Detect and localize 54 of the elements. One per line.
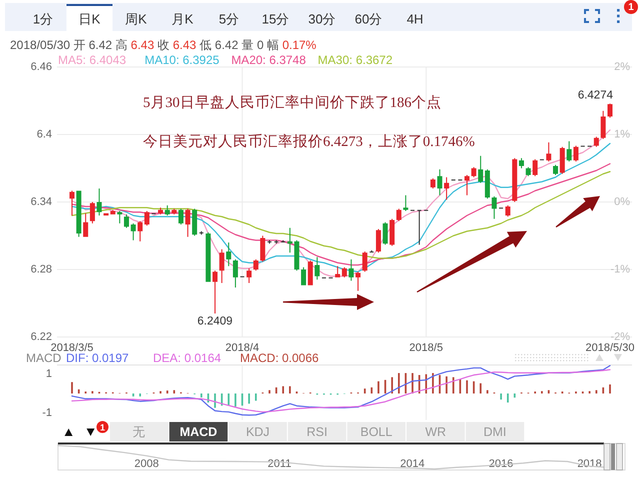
- y-tick-label: 6.22: [30, 331, 52, 343]
- chart-title: 2018/05/30 开 6.42 高 6.43 收 6.43 低 6.42 量 0 幅 0.17%: [10, 38, 316, 52]
- y2-tick-label: 1%: [614, 128, 630, 140]
- text: 1分: [32, 11, 54, 26]
- y2-tick-label: 0%: [614, 196, 630, 208]
- text: 4H: [406, 11, 424, 26]
- text: 15分: [262, 11, 290, 26]
- text: MA5: 6.4043: [58, 53, 126, 67]
- text: DMI: [483, 425, 506, 439]
- x-tick-label: 2018/5: [409, 342, 443, 354]
- text: MA20: 6.3748: [231, 53, 306, 67]
- y-tick-label: 1: [46, 368, 52, 380]
- y-tick-label: 6.34: [30, 196, 52, 208]
- annotation: 今日美元对人民币汇率报价6.4273，上涨了0.1746%: [143, 133, 475, 150]
- x-tick-label: 2018/3/5: [50, 342, 94, 354]
- text: RSI: [306, 425, 328, 439]
- y-tick-label: -1: [42, 407, 52, 420]
- text: 5分: [218, 11, 240, 26]
- annotation: 6.4274: [578, 90, 614, 102]
- candlestick: [117, 211, 122, 224]
- text: WR: [425, 425, 446, 439]
- x-tick-label: 2018/5/30: [586, 342, 634, 354]
- y-tick-label: 6.4: [36, 128, 52, 140]
- text: 无: [132, 425, 146, 439]
- text: DIF: 0.0197: [66, 351, 130, 365]
- text: MA30: 6.3672: [318, 53, 393, 67]
- candlestick: [335, 266, 340, 278]
- text: DEA: 0.0164: [153, 351, 222, 365]
- y-tick-label: 6.28: [30, 264, 52, 276]
- y2-tick-label: -1%: [610, 264, 630, 276]
- text: 周K: [125, 11, 148, 26]
- text: 1: [100, 422, 106, 432]
- text: 30分: [308, 11, 336, 26]
- x-tick-label: 2018/4: [225, 342, 260, 354]
- y2-tick-label: -2%: [610, 331, 630, 343]
- text: KDJ: [246, 425, 270, 439]
- candlestick: [403, 195, 408, 211]
- y-tick-label: 6.46: [30, 61, 52, 73]
- candlestick: [417, 210, 422, 245]
- text: 日K: [78, 11, 101, 26]
- text: MACD: [180, 425, 218, 439]
- x-tick-label: 2014: [400, 458, 425, 470]
- text: MA10: 6.3925: [144, 53, 220, 67]
- y2-tick-label: 2%: [614, 61, 630, 73]
- x-tick-label: 2008: [134, 458, 159, 470]
- text: BOLL: [360, 425, 392, 439]
- candlestick: [464, 175, 470, 196]
- text: MACD: 0.0066: [240, 351, 320, 365]
- text: 60分: [354, 11, 382, 26]
- annotation: 5月30日早盘人民币汇率中间价下跌了186个点: [143, 94, 442, 111]
- chart-title: MACD: [26, 351, 62, 365]
- text: 月K: [172, 11, 194, 26]
- annotation: 6.2409: [197, 315, 233, 328]
- text: 1: [628, 2, 634, 13]
